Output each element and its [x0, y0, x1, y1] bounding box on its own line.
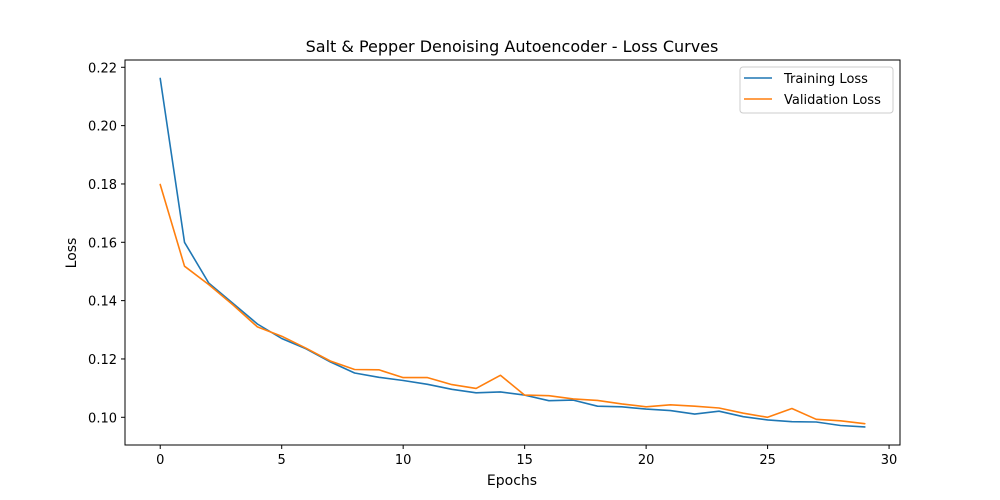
y-tick-label: 0.18: [88, 178, 117, 193]
plot-frame: [124, 59, 901, 446]
y-tick-label: 0.22: [88, 61, 117, 76]
series-line-validation-loss: [159, 183, 866, 425]
series-line-training-loss: [159, 77, 866, 428]
legend-box: [739, 66, 894, 114]
y-tick-label: 0.12: [88, 353, 117, 368]
y-axis: 0.10 0.12 0.14 0.16 0.18 0.20 0.22: [88, 61, 125, 426]
x-axis: 0 5 10 15 20 25 30: [156, 445, 897, 468]
x-tick-label: 30: [881, 453, 898, 468]
y-tick-label: 0.16: [88, 236, 117, 251]
x-axis-label: Epochs: [487, 473, 537, 489]
x-tick-label: 25: [759, 453, 776, 468]
y-tick-label: 0.10: [88, 411, 117, 426]
y-axis-label: Loss: [64, 238, 80, 269]
plot-area: [159, 77, 866, 428]
legend-label: Validation Loss: [784, 93, 881, 108]
x-tick-label: 20: [638, 453, 655, 468]
legend-label: Training Loss: [783, 72, 868, 87]
y-tick-label: 0.20: [88, 120, 117, 135]
x-tick-label: 5: [278, 453, 286, 468]
y-tick-label: 0.14: [88, 295, 117, 310]
x-tick-label: 0: [156, 453, 164, 468]
chart-title: Salt & Pepper Denoising Autoencoder - Lo…: [306, 37, 719, 56]
legend: Training Loss Validation Loss: [739, 66, 894, 114]
x-tick-label: 10: [395, 453, 412, 468]
x-tick-label: 15: [516, 453, 533, 468]
